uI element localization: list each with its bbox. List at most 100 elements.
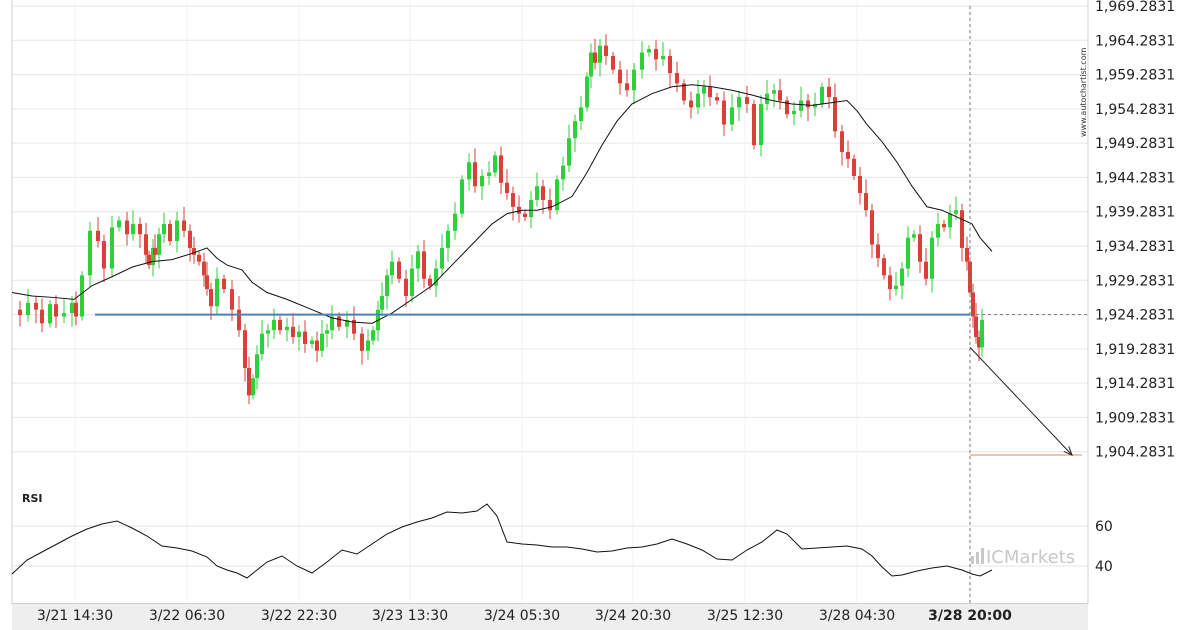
candle-body (404, 278, 408, 296)
candle-body (428, 278, 432, 286)
candle-body (222, 278, 226, 290)
candle-body (632, 69, 636, 91)
candle-body (977, 337, 981, 348)
price-tick-label: 1,914.2831 (1095, 376, 1175, 392)
price-tick-label: 1,929.2831 (1095, 273, 1175, 289)
time-tick-label: 3/24 20:30 (595, 608, 671, 624)
rsi-gridlines (12, 525, 1088, 567)
candle-body (422, 251, 426, 279)
candle-body (752, 103, 756, 146)
candle-body (285, 326, 289, 331)
rsi-tick-label: 40 (1095, 559, 1113, 575)
candle-body (102, 241, 106, 269)
candle-body (291, 326, 295, 338)
candle-body (70, 302, 74, 314)
candle-body (446, 230, 450, 248)
candle-body (682, 83, 686, 101)
candle-body (778, 90, 782, 101)
candle-body (205, 275, 209, 290)
candle-body (517, 206, 521, 214)
candle-body (820, 86, 824, 104)
rsi-pane: RSI (11, 492, 993, 579)
time-tick-label: 3/23 13:30 (372, 608, 448, 624)
candle-body (371, 330, 375, 341)
candle-body (188, 230, 192, 248)
time-tick-label: 3/22 06:30 (149, 608, 225, 624)
price-tick-label: 1,904.2831 (1095, 445, 1175, 461)
candle-body (942, 223, 946, 228)
candle-body (529, 199, 533, 218)
candle-body (894, 285, 898, 290)
candle-body (310, 340, 314, 344)
candle-body (759, 103, 763, 146)
candle-body (366, 340, 370, 351)
candle-body (337, 316, 341, 327)
candle-body (661, 55, 665, 60)
candle-body (900, 268, 904, 286)
candle-body (26, 302, 30, 316)
candle-body (202, 261, 206, 276)
candle-body (138, 223, 142, 235)
price-tick-label: 1,934.2831 (1095, 239, 1175, 255)
candle-body (182, 220, 186, 231)
candle-body (151, 247, 155, 266)
candle-body (410, 268, 414, 296)
candle-body (453, 213, 457, 231)
time-tick-label: 3/28 20:00 (928, 608, 1012, 624)
candle-body (971, 292, 975, 317)
rsi-title: RSI (22, 492, 43, 505)
candle-body (980, 319, 984, 348)
candle-body (858, 175, 862, 194)
candle-body (799, 100, 803, 111)
candle-body (243, 330, 247, 368)
candle-body (278, 319, 282, 331)
candle-body (297, 331, 301, 338)
candle-body (266, 330, 270, 334)
candle-body (806, 100, 810, 108)
candle-body (380, 295, 384, 310)
candle-body (882, 258, 886, 276)
time-tick-label: 3/25 12:30 (707, 608, 783, 624)
candle-body (80, 275, 84, 317)
candle-body (589, 52, 593, 77)
candle-body (192, 247, 196, 255)
candle-body (315, 340, 319, 351)
candle-body (604, 45, 608, 56)
rsi-line (11, 503, 993, 579)
candle-body (162, 223, 166, 235)
candle-body (541, 186, 545, 200)
price-tick-label: 1,964.2831 (1095, 33, 1175, 49)
time-tick-label: 3/24 05:30 (484, 608, 560, 624)
candle-body (535, 186, 539, 200)
candle-body (117, 220, 121, 228)
candle-body (251, 378, 255, 396)
time-tick-label: 3/28 04:30 (819, 608, 895, 624)
candle-body (397, 261, 401, 279)
candle-body (840, 131, 844, 152)
candle-body (88, 230, 92, 276)
price-tick-label: 1,909.2831 (1095, 410, 1175, 426)
candle-body (708, 86, 712, 98)
candle-body (654, 49, 658, 60)
candle-body (737, 97, 741, 108)
candle-body (144, 234, 148, 255)
candle-body (390, 261, 394, 276)
candle-body (175, 220, 179, 242)
candle-body (345, 319, 349, 327)
price-tick-label: 1,924.2831 (1095, 308, 1175, 324)
candle-body (131, 223, 135, 235)
rsi-tick-label: 60 (1095, 519, 1113, 535)
candle-body (833, 97, 837, 132)
candle-body (689, 100, 693, 108)
price-tick-label: 1,949.2831 (1095, 136, 1175, 152)
candle-body (473, 162, 477, 187)
candle-body (730, 107, 734, 125)
candle-body (511, 193, 515, 207)
price-tick-label: 1,969.2831 (1095, 0, 1175, 15)
candle-body (325, 330, 329, 334)
candle-body (96, 230, 100, 242)
candle-body (846, 151, 850, 159)
candle-body (722, 100, 726, 125)
price-gridlines (12, 0, 1088, 604)
candle-body (157, 234, 161, 255)
